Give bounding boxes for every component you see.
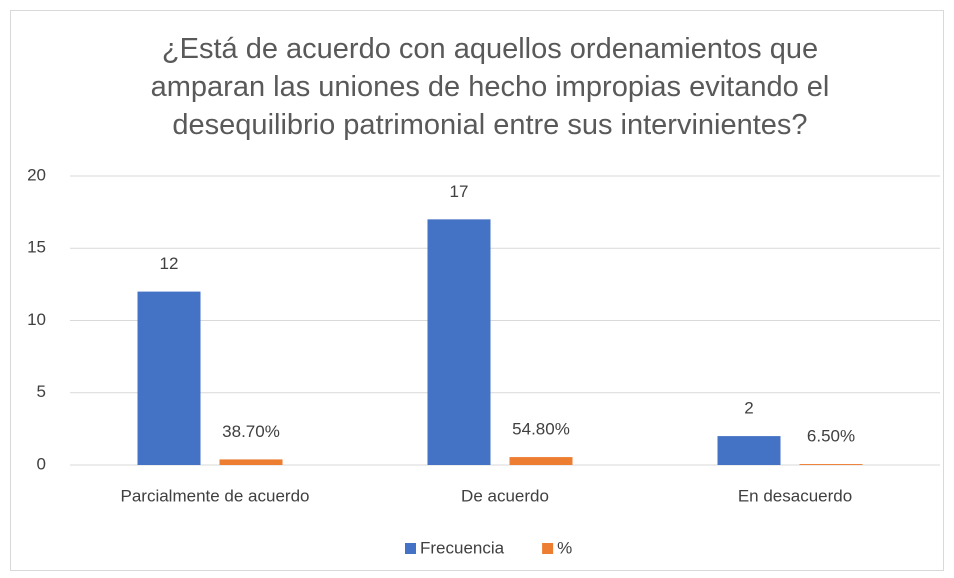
legend-label: Frecuencia: [420, 538, 505, 557]
data-label: 17: [450, 182, 469, 201]
data-label: 6.50%: [807, 427, 855, 446]
legend-label: %: [557, 538, 572, 557]
y-tick-label: 0: [37, 454, 46, 473]
x-tick-label: Parcialmente de acuerdo: [120, 486, 309, 505]
y-tick-label: 5: [37, 382, 46, 401]
chart-border: [10, 10, 944, 571]
chart-title: ¿Está de acuerdo con aquellos ordenamien…: [150, 33, 830, 141]
y-tick-label: 20: [27, 165, 46, 184]
bar: [219, 459, 283, 465]
bar: [509, 457, 573, 465]
y-tick-label: 15: [27, 238, 46, 257]
data-label: 2: [744, 399, 753, 418]
bar: [137, 291, 201, 465]
data-label: 38.70%: [222, 422, 280, 441]
legend-swatch: [542, 543, 554, 554]
y-tick-label: 10: [27, 310, 46, 329]
bar: [799, 464, 863, 465]
data-label: 54.80%: [512, 420, 570, 439]
x-tick-label: En desacuerdo: [738, 486, 852, 505]
legend-swatch: [405, 543, 416, 554]
data-label: 12: [160, 254, 179, 273]
bar: [427, 219, 491, 465]
x-tick-label: De acuerdo: [461, 486, 549, 505]
bar: [717, 436, 781, 465]
